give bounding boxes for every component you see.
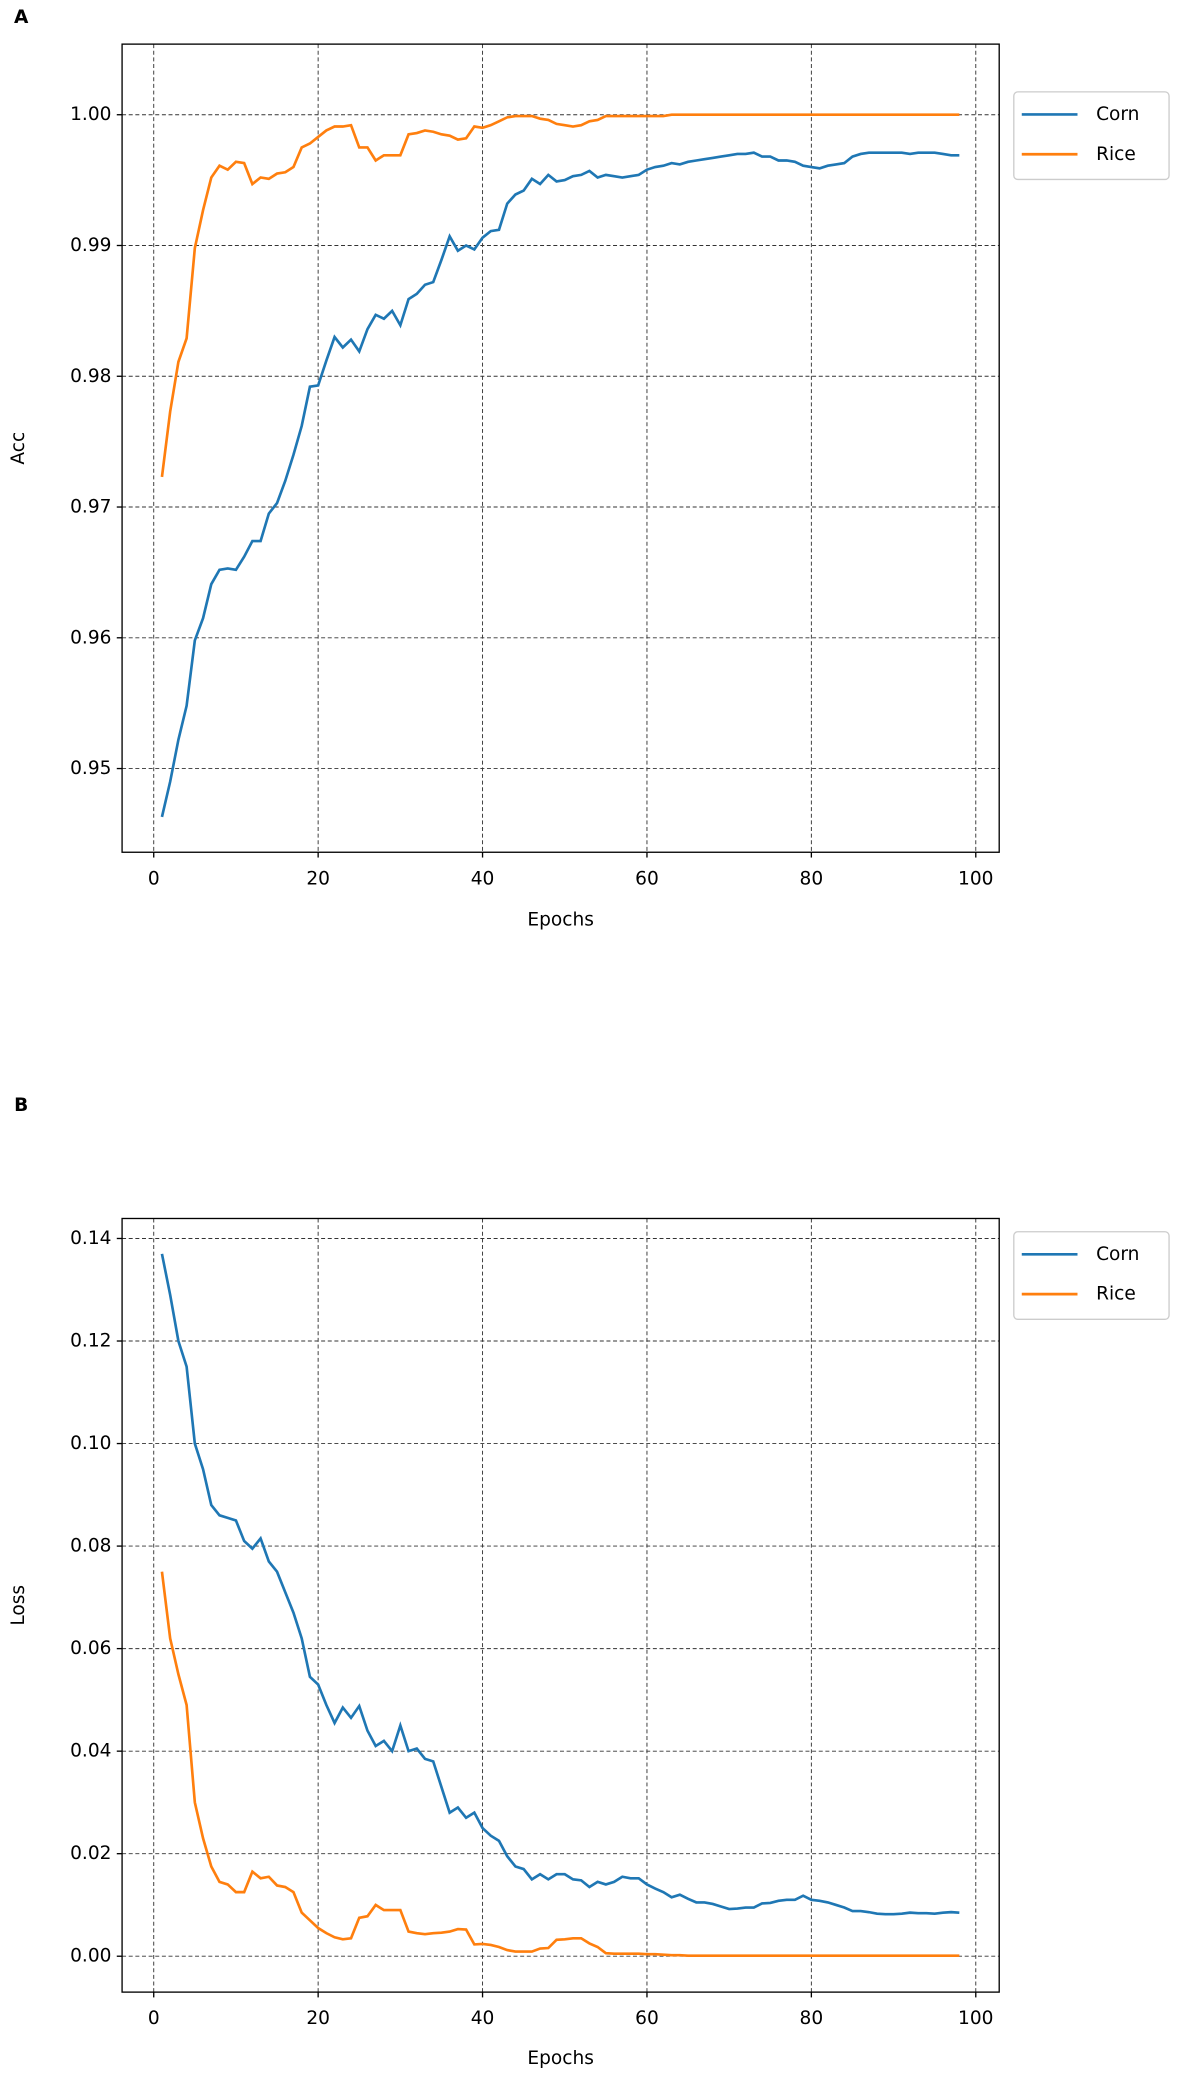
x-tick-label: 60	[635, 2008, 659, 2029]
x-tick-label: 0	[148, 868, 160, 889]
legend-box	[1013, 1231, 1170, 1320]
x-tick-label: 40	[471, 2008, 495, 2029]
legend-label: Corn	[1096, 1244, 1139, 1265]
y-tick-label: 0.98	[70, 366, 111, 387]
x-tick-label: 80	[800, 2008, 824, 2029]
y-tick-label: 0.99	[70, 235, 111, 256]
x-tick-label: 60	[635, 868, 659, 889]
x-tick-label: 40	[471, 868, 495, 889]
x-tick-label: 0	[148, 2008, 160, 2029]
x-tick-label: 100	[958, 2008, 993, 2029]
data-line	[160, 151, 960, 818]
x-tick-label: 80	[800, 868, 824, 889]
y-tick-label: 0.06	[70, 1638, 111, 1659]
y-tick-label: 0.04	[70, 1741, 111, 1762]
data-line	[160, 1571, 960, 1958]
y-tick-label: 0.08	[70, 1536, 111, 1557]
panel-label: A	[14, 7, 29, 28]
plot-frame	[121, 1217, 1000, 1993]
legend-label: Rice	[1096, 1284, 1136, 1305]
plot-frame	[121, 43, 1000, 853]
y-tick-label: 1.00	[70, 104, 111, 125]
x-tick-label: 20	[306, 2008, 330, 2029]
legend-label: Corn	[1096, 104, 1139, 125]
y-axis-label: Loss	[8, 1585, 29, 1626]
y-tick-label: 0.02	[70, 1843, 111, 1864]
panel-label: B	[14, 1095, 28, 1116]
y-tick-label: 0.14	[70, 1228, 111, 1249]
data-line	[160, 113, 960, 478]
legend-box	[1013, 91, 1170, 181]
y-tick-label: 0.95	[70, 758, 111, 779]
y-axis-label: Acc	[8, 432, 29, 465]
data-line	[160, 1253, 960, 1916]
x-axis-label: Epochs	[527, 2048, 594, 2069]
y-tick-label: 0.96	[70, 627, 111, 648]
x-axis-label: Epochs	[527, 909, 594, 930]
y-tick-label: 0.10	[70, 1433, 111, 1454]
x-tick-label: 20	[306, 868, 330, 889]
x-tick-label: 100	[958, 868, 993, 889]
legend-label: Rice	[1096, 144, 1136, 165]
y-tick-label: 0.00	[70, 1946, 111, 1967]
y-tick-label: 0.97	[70, 497, 111, 518]
y-tick-label: 0.12	[70, 1331, 111, 1352]
